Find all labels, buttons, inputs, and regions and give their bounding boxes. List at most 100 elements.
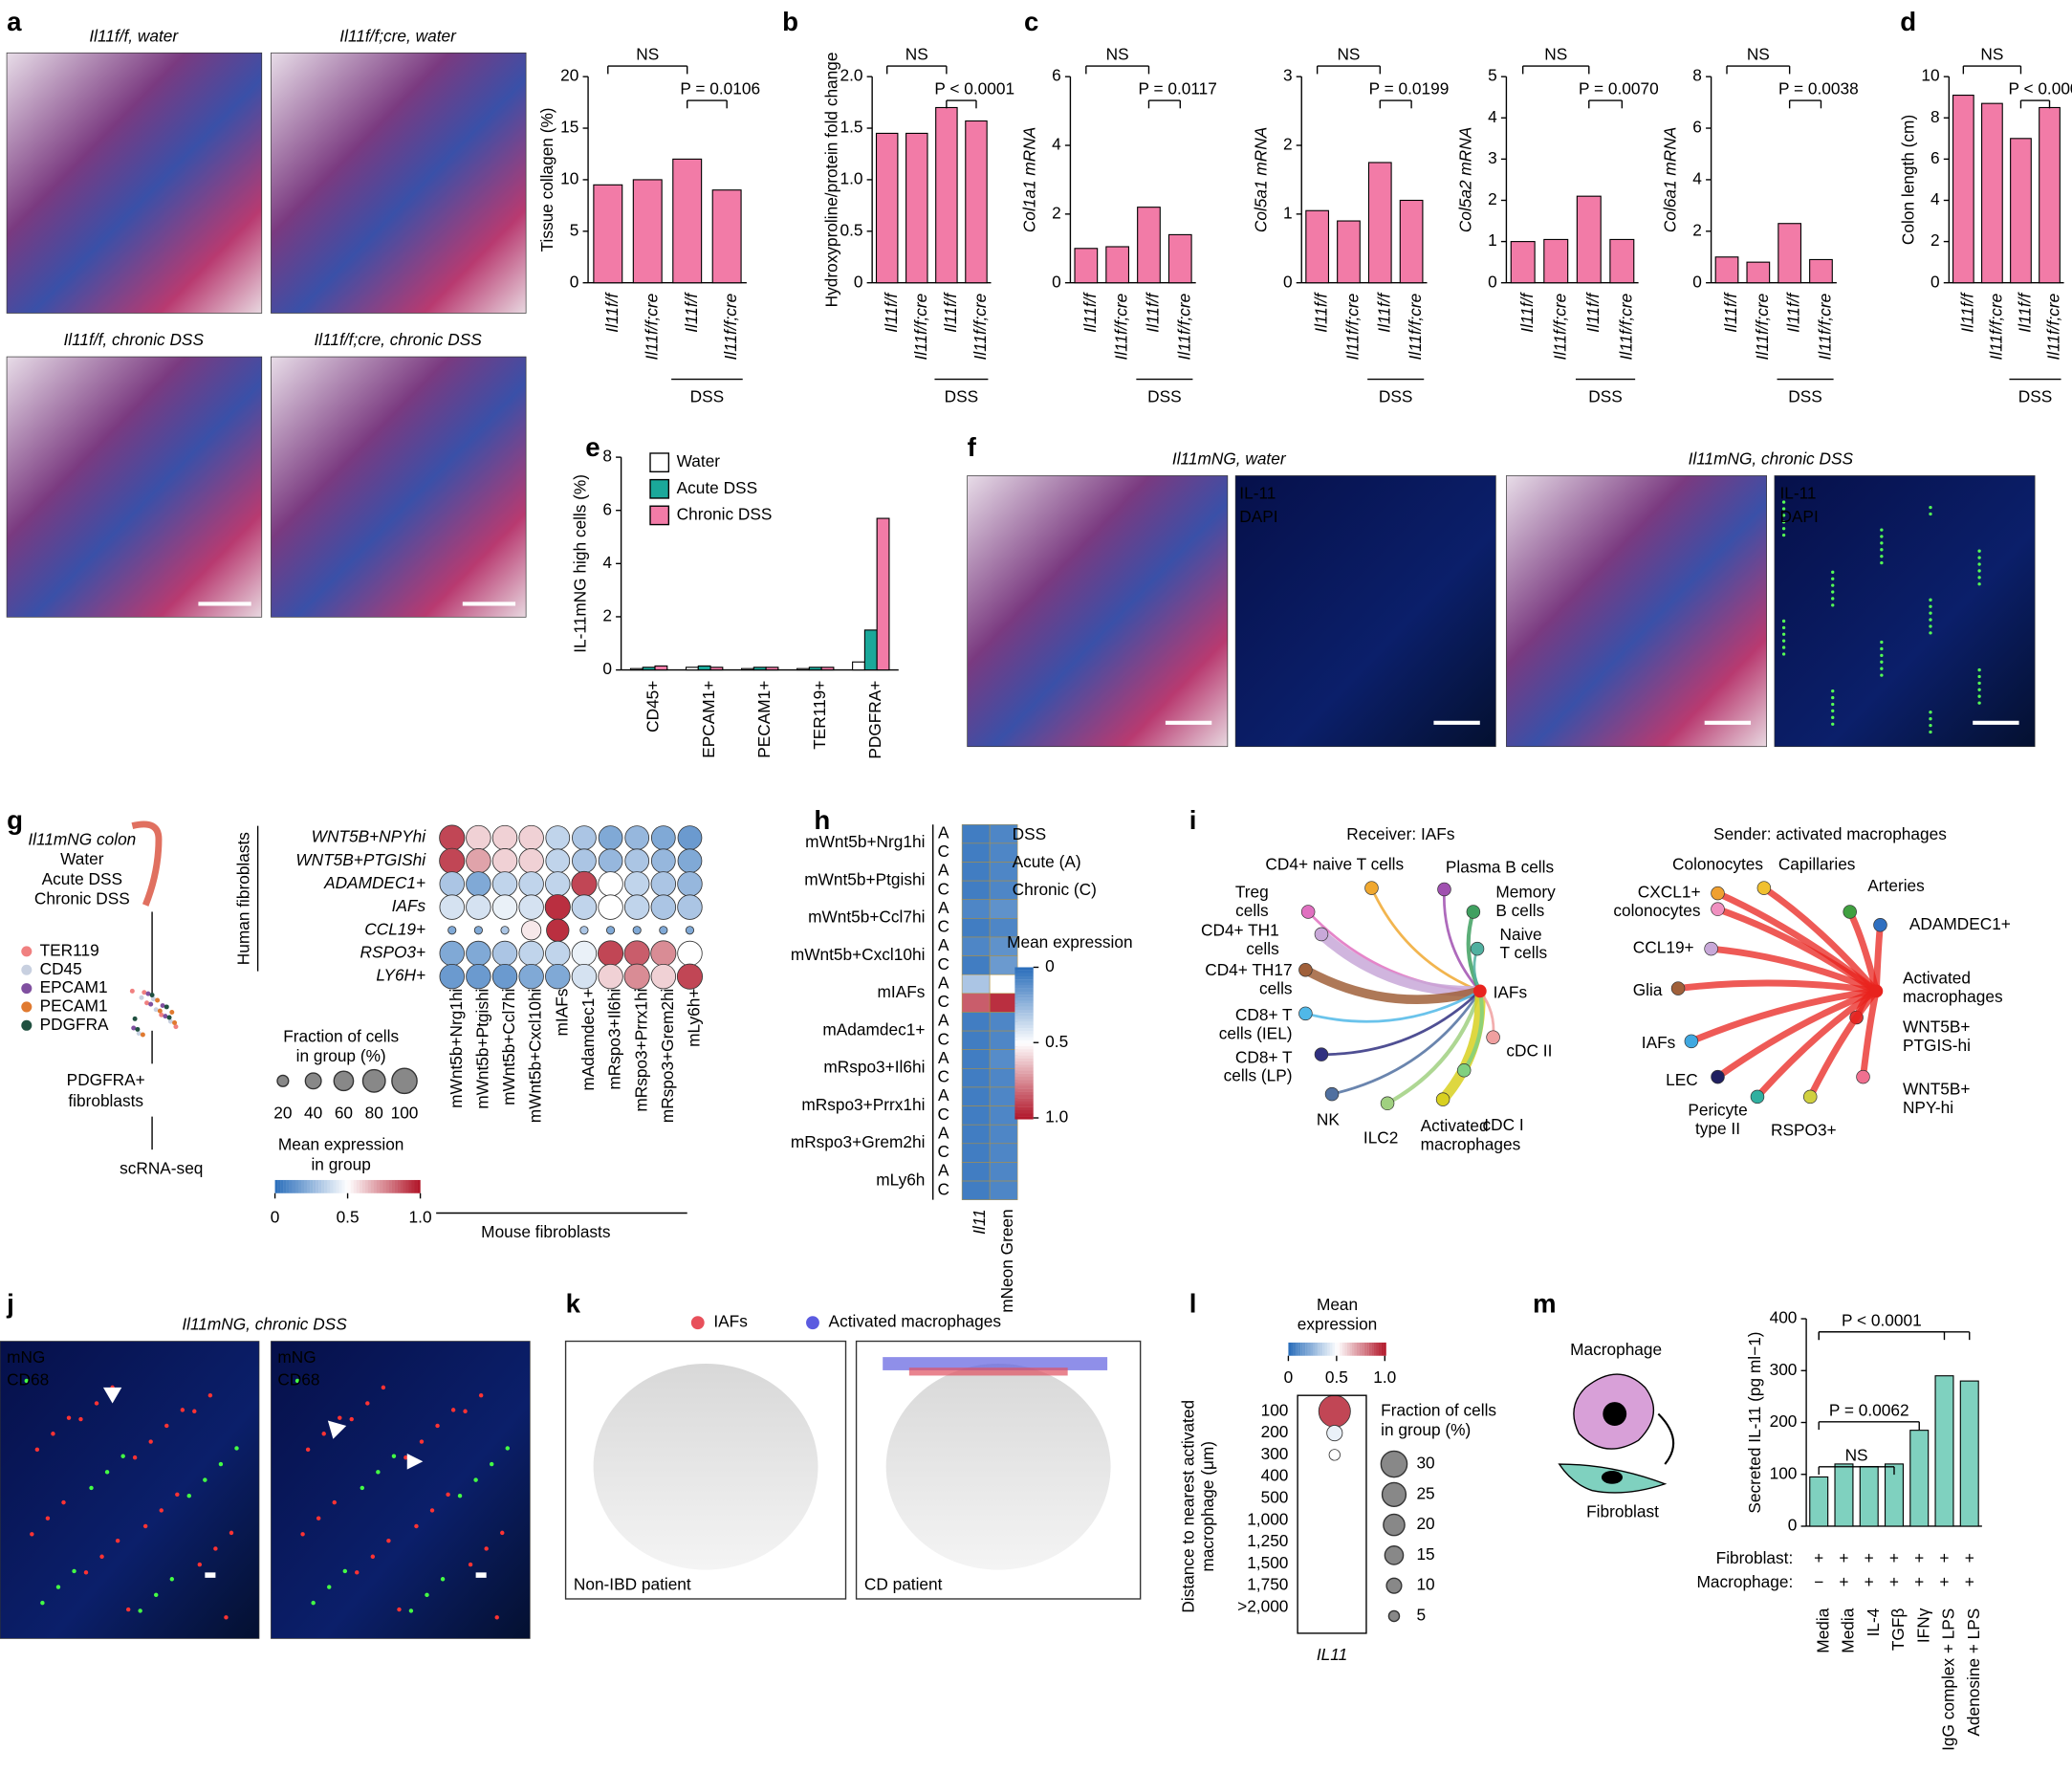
colorbar-tick-label: 0 xyxy=(1045,956,1055,975)
row-value: + xyxy=(1865,1572,1874,1591)
colorbar-tick-label: 1.0 xyxy=(409,1208,432,1227)
colorbar xyxy=(1312,1342,1316,1356)
y-axis-label: Distance to nearest activated xyxy=(1178,1400,1197,1613)
signal-dot xyxy=(1781,500,1786,504)
node-label: PTGIS-hi xyxy=(1903,1036,1971,1055)
dot xyxy=(598,825,623,850)
y-tick-label: 0 xyxy=(1488,272,1497,291)
signal-dot xyxy=(403,1455,408,1460)
signal-dot xyxy=(1831,597,1835,601)
signal-dot xyxy=(408,1608,414,1613)
legend-label: CD45 xyxy=(40,959,82,978)
colorbar xyxy=(353,1179,357,1193)
colorbar xyxy=(1340,1342,1342,1356)
colorbar xyxy=(324,1179,328,1193)
colorbar xyxy=(1014,1042,1034,1047)
group-label: DSS xyxy=(1147,386,1182,405)
bar xyxy=(1809,258,1833,284)
bar xyxy=(632,179,663,284)
node xyxy=(1670,981,1686,995)
signal-dot xyxy=(457,1493,463,1499)
colorbar xyxy=(1014,976,1034,980)
bar xyxy=(808,667,822,671)
colorbar xyxy=(294,1179,299,1193)
signal-dot xyxy=(61,1499,66,1505)
colorbar xyxy=(1014,1083,1034,1086)
y-tick-label: 5 xyxy=(1488,66,1497,85)
histology-image xyxy=(1506,475,1767,748)
cell-dot xyxy=(149,993,155,997)
bar xyxy=(1337,220,1361,284)
node-label: Plasma B cells xyxy=(1446,857,1555,876)
column-label: mWnt5b+Cxcl10hi xyxy=(526,989,545,1124)
y-tick-label: 0.5 xyxy=(840,220,862,239)
node xyxy=(1364,881,1379,895)
bar xyxy=(965,120,988,284)
signal-dot xyxy=(1929,618,1932,622)
sample-label: Acute DSS xyxy=(42,869,122,888)
dot xyxy=(466,940,491,967)
annotation: P < 0.0001 xyxy=(1842,1310,1922,1329)
dot xyxy=(545,825,571,850)
node xyxy=(1684,1034,1699,1049)
channel-label: IL-11 xyxy=(1779,483,1816,502)
node xyxy=(1298,1006,1313,1021)
legend-swatch xyxy=(649,478,670,499)
x-tick-label: Il11f/f;cre xyxy=(911,294,930,361)
row-value: + xyxy=(1839,1548,1848,1567)
sample-label: Chronic DSS xyxy=(34,889,130,908)
legend-title: Mean xyxy=(1317,1295,1358,1314)
size-key-label: 60 xyxy=(335,1103,353,1122)
node-label: CD4+ TH17 xyxy=(1205,960,1292,979)
colorbar xyxy=(1014,1031,1034,1035)
node-label: Treg xyxy=(1235,883,1269,902)
dot xyxy=(571,963,598,990)
node-label: cells xyxy=(1246,939,1279,958)
condition-label: C xyxy=(938,992,949,1011)
colorbar xyxy=(1307,1342,1311,1356)
bar xyxy=(1884,1463,1904,1527)
signal-dot xyxy=(51,1432,55,1436)
signal-dot xyxy=(1880,548,1884,552)
x-tick-label: Il11f/f;cre xyxy=(1174,294,1193,361)
node xyxy=(1704,941,1718,956)
arrowhead xyxy=(327,1420,347,1439)
dot xyxy=(650,871,677,897)
colorbar xyxy=(1351,1342,1355,1356)
heat-cell xyxy=(989,1162,1018,1182)
y-tick-label: 100 xyxy=(1770,1463,1798,1482)
legend-dot xyxy=(21,964,33,975)
row-label: 1,750 xyxy=(1247,1575,1288,1594)
dot xyxy=(545,940,571,967)
panel-letter: i xyxy=(1189,805,1197,835)
bar xyxy=(796,667,810,671)
dot xyxy=(623,940,650,967)
colorbar xyxy=(1014,1061,1034,1065)
dot xyxy=(579,926,589,935)
node-label: Activated xyxy=(1903,968,1971,987)
colorbar xyxy=(1014,1021,1034,1026)
edge xyxy=(1303,966,1482,1005)
y-tick-label: 6 xyxy=(1692,118,1702,137)
edge xyxy=(1711,945,1878,995)
heat-cell xyxy=(989,1068,1018,1088)
signal-dot xyxy=(1831,570,1835,574)
column-label: mAdamdec1+ xyxy=(578,989,598,1091)
edge xyxy=(1761,885,1879,994)
colorbar xyxy=(307,1179,311,1193)
colorbar xyxy=(367,1179,372,1193)
colorbar xyxy=(356,1179,360,1193)
legend-label: Water xyxy=(677,451,721,470)
cell-dot xyxy=(135,1026,141,1032)
annotation: NS xyxy=(1106,45,1129,64)
colorbar xyxy=(403,1179,406,1193)
row-label: LY6H+ xyxy=(376,966,425,985)
node-label: cells (LP) xyxy=(1224,1066,1293,1085)
colorbar xyxy=(1014,979,1034,983)
signal-dot xyxy=(1880,535,1884,538)
signal-dot xyxy=(316,1516,321,1520)
signal-dot xyxy=(94,1401,99,1406)
legend-dot xyxy=(21,983,33,995)
cell-dot xyxy=(164,1004,169,1010)
